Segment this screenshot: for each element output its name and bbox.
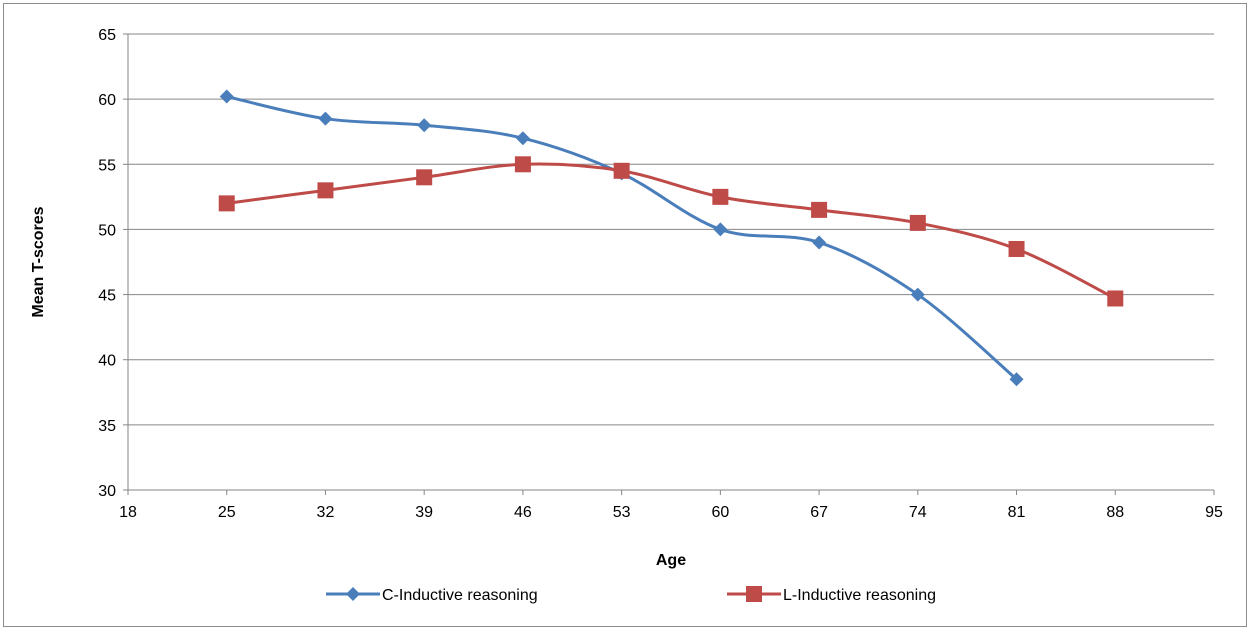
legend: C-Inductive reasoning L-Inductive reasoni… — [326, 586, 936, 604]
series-2 — [218, 156, 1124, 307]
y-tick-label: 35 — [98, 418, 116, 435]
data-point — [812, 235, 827, 250]
x-tick-label: 46 — [514, 504, 532, 521]
data-point — [1107, 290, 1124, 307]
legend-entry: L-Inductive reasoning — [727, 586, 936, 604]
data-point — [613, 162, 630, 179]
data-point — [909, 214, 926, 231]
data-point — [317, 182, 334, 199]
data-point — [219, 89, 234, 104]
data-point — [515, 131, 530, 146]
y-tick-label: 60 — [98, 92, 116, 109]
legend-swatch-marker — [746, 586, 762, 602]
x-tick-label: 32 — [317, 504, 335, 521]
series-line — [226, 162, 1116, 300]
x-tick-label: 88 — [1106, 504, 1124, 521]
legend-label: L-Inductive reasoning — [783, 587, 936, 604]
y-tick-label: 30 — [98, 483, 116, 500]
y-tick-label: 65 — [98, 27, 116, 44]
x-tick-label: 95 — [1205, 504, 1223, 521]
axes — [123, 33, 1215, 495]
y-tick-label: 45 — [98, 288, 116, 305]
data-point — [713, 222, 728, 237]
data-point — [910, 287, 925, 302]
x-tick-label: 53 — [613, 504, 631, 521]
x-tick-label: 25 — [218, 504, 236, 521]
data-point — [712, 188, 729, 205]
data-point — [1008, 240, 1025, 257]
data-point — [417, 118, 432, 133]
x-tick-label: 67 — [810, 504, 828, 521]
x-tick-label: 74 — [909, 504, 927, 521]
data-point — [514, 156, 531, 173]
x-axis-title: Age — [656, 552, 686, 569]
chart-frame — [3, 3, 1247, 627]
legend-swatch-marker — [346, 587, 360, 601]
y-tick-label: 40 — [98, 353, 116, 370]
x-tick-label: 39 — [415, 504, 433, 521]
x-tick-label: 81 — [1008, 504, 1026, 521]
data-point — [318, 111, 333, 126]
series-1 — [219, 89, 1024, 387]
data-point — [811, 201, 828, 218]
y-tick-labels: 30 35 40 45 50 55 60 65 — [98, 27, 116, 500]
legend-label: C-Inductive reasoning — [382, 587, 538, 604]
x-tick-label: 60 — [711, 504, 729, 521]
y-tick-label: 55 — [98, 157, 116, 174]
legend-entry: C-Inductive reasoning — [326, 587, 538, 604]
data-point — [416, 169, 433, 186]
data-point — [1009, 372, 1024, 387]
y-axis-title: Mean T-scores — [30, 206, 47, 317]
data-point — [218, 195, 235, 212]
x-tick-label: 18 — [119, 504, 137, 521]
y-tick-label: 50 — [98, 222, 116, 239]
x-tick-labels: 18 25 32 39 46 53 60 67 74 81 88 95 — [119, 504, 1223, 521]
series-line — [226, 95, 1018, 381]
gridlines — [128, 33, 1214, 426]
series-layer — [218, 89, 1124, 387]
